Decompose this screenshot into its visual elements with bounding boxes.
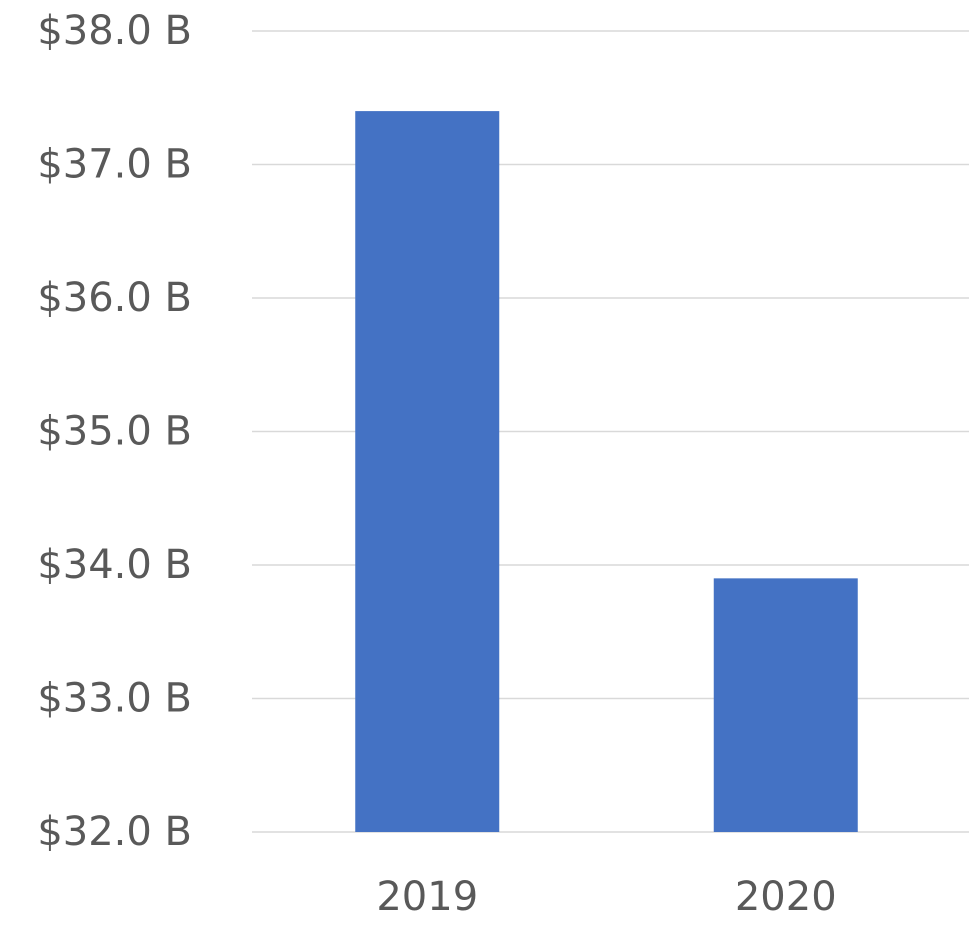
bar-2019 [355, 111, 500, 833]
x-tick-label: 2020 [735, 874, 837, 920]
x-axis-tick-labels: 2019 2020 [376, 874, 836, 920]
y-tick-label: $35.0 B [37, 409, 192, 455]
bars [355, 111, 858, 833]
y-tick-label: $38.0 B [37, 8, 192, 54]
y-tick-label: $36.0 B [37, 275, 192, 321]
y-tick-label: $32.0 B [37, 809, 192, 855]
x-tick-label: 2019 [376, 874, 478, 920]
y-tick-label: $33.0 B [37, 676, 192, 722]
y-tick-label: $34.0 B [37, 542, 192, 588]
bar-2020 [713, 578, 858, 832]
y-axis-tick-labels: $32.0 B $33.0 B $34.0 B $35.0 B $36.0 B $37.0… [37, 8, 192, 855]
y-tick-label: $37.0 B [37, 142, 192, 188]
